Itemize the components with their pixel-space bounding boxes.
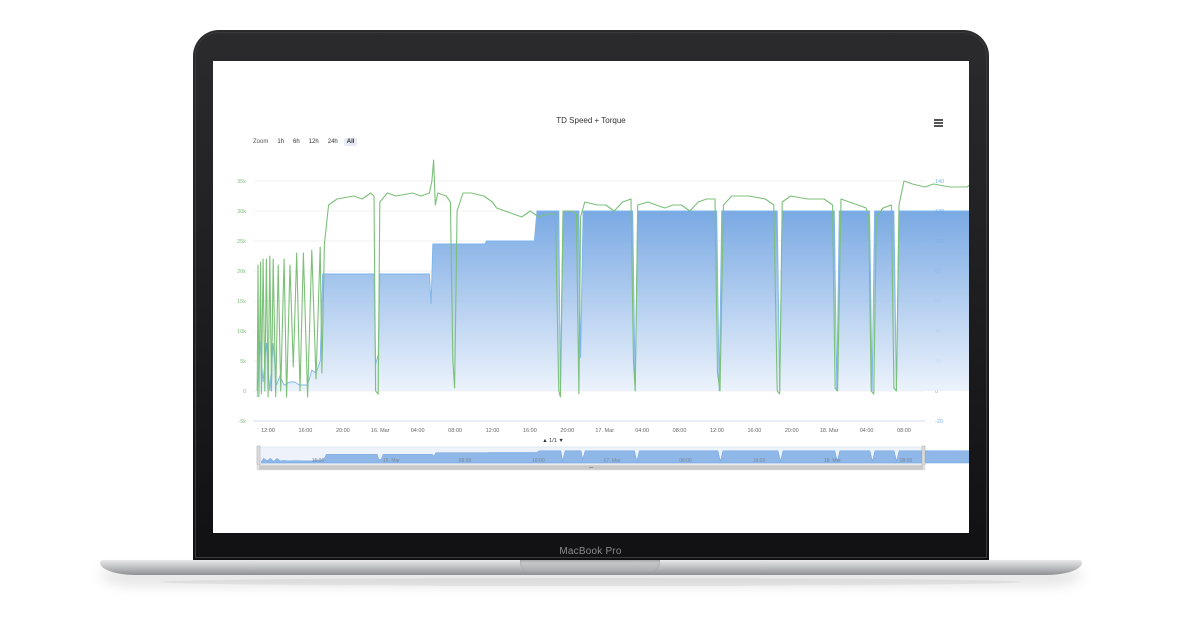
screen: TD Speed + Torque Zoom 1h 6h 12h 24h All… — [213, 61, 969, 533]
navigator-tick-label: 08:00 — [459, 458, 472, 464]
device-label: MacBook Pro — [559, 546, 622, 557]
torque-series-area — [257, 211, 969, 397]
laptop-notch — [520, 560, 660, 572]
navigator-tick-label: 16:00 — [312, 458, 325, 464]
x-axis-tick-label: 08:00 — [897, 428, 911, 434]
x-axis-tick-label: 08:00 — [448, 428, 462, 434]
base-shadow — [160, 578, 1022, 586]
hamburger-menu-icon[interactable] — [934, 119, 943, 127]
navigator-tick-label: 16:00 — [532, 458, 545, 464]
x-axis-tick-label: 16:00 — [523, 428, 537, 434]
x-axis-tick-label: 16:00 — [299, 428, 313, 434]
x-axis-tick-label: 12:00 — [486, 428, 500, 434]
right-axis-tick-label: -20 — [935, 419, 943, 425]
navigator-series-area — [260, 450, 969, 464]
x-axis-tick-label: 04:00 — [411, 428, 425, 434]
left-axis-tick-label: 10k — [237, 329, 246, 335]
x-axis-tick-label: 12:00 — [261, 428, 275, 434]
chart-plot[interactable]: -5k05k10k15k20k25k30k35k-200204060801001… — [213, 61, 969, 533]
navigator-tick-label: 17. Mar — [604, 458, 621, 464]
navigator-handle-right — [921, 445, 926, 466]
x-axis-tick-label: 12:00 — [710, 428, 724, 434]
x-axis-tick-label: 20:00 — [336, 428, 350, 434]
zoom-label: Zoom — [253, 139, 269, 145]
left-axis-tick-label: 25k — [237, 239, 246, 245]
right-axis-tick-label: 140 — [935, 179, 944, 185]
x-axis-tick-label: 16. Mar — [371, 428, 390, 434]
zoom-button-all[interactable]: All — [343, 138, 358, 146]
navigator-tick-label: 16:00 — [753, 458, 766, 464]
x-axis-tick-label: 20:00 — [560, 428, 574, 434]
x-axis-tick-label: 08:00 — [673, 428, 687, 434]
x-axis-tick-label: 17. Mar — [595, 428, 614, 434]
chart-title: TD Speed + Torque — [556, 116, 626, 125]
left-axis-tick-label: 30k — [237, 209, 246, 215]
zoom-button-12h[interactable]: 12h — [308, 139, 319, 145]
x-axis-tick-label: 04:00 — [860, 428, 874, 434]
left-axis-tick-label: 35k — [237, 179, 246, 185]
navigator-tick-label: 16. Mar — [383, 458, 400, 464]
left-axis-tick-label: -5k — [238, 419, 246, 425]
speed-series-line — [256, 159, 969, 398]
torque-series-line — [256, 210, 969, 398]
left-axis-tick-label: 0 — [243, 389, 246, 395]
navigator-range-label: ▲ 1/1 ▼ — [542, 438, 564, 444]
x-axis-tick-label: 20:00 — [785, 428, 799, 434]
navigator-tick-label: 18. Mar — [824, 458, 841, 464]
right-axis-tick-label: 0 — [935, 389, 938, 395]
navigator-handle-left — [256, 445, 261, 466]
left-axis-tick-label: 15k — [237, 299, 246, 305]
zoom-button-24h[interactable]: 24h — [327, 139, 338, 145]
navigator-tick-label: 08:00 — [900, 458, 913, 464]
left-axis-tick-label: 5k — [240, 359, 246, 365]
zoom-selector: Zoom 1h 6h 12h 24h All — [253, 137, 360, 147]
left-axis-tick-label: 20k — [237, 269, 246, 275]
zoom-button-6h[interactable]: 6h — [293, 139, 300, 145]
x-axis-tick-label: 04:00 — [635, 428, 649, 434]
x-axis-tick-label: 18. Mar — [820, 428, 839, 434]
navigator-tick-label: 08:00 — [679, 458, 692, 464]
zoom-button-1h[interactable]: 1h — [277, 139, 285, 145]
x-axis-tick-label: 16:00 — [747, 428, 761, 434]
